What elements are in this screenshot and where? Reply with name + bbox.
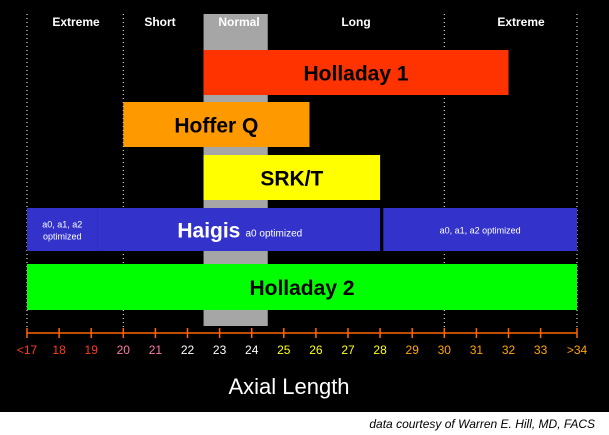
- x-tick-label-23: 23: [213, 343, 227, 357]
- x-tick-label-17: <17: [17, 343, 38, 357]
- x-tick-label-25: 25: [277, 343, 291, 357]
- x-tick-label-33: 33: [534, 343, 548, 357]
- iol-formula-chart: Extreme Short Normal Long Extreme Holladay 1 H…: [17, 14, 588, 399]
- bar-label-haigis: Haigis: [177, 220, 240, 243]
- zone-label-extreme: Extreme: [52, 15, 100, 29]
- x-tick-label-32: 32: [502, 343, 516, 357]
- x-tick-label-31: 31: [470, 343, 484, 357]
- bar-label-holladay-1: Holladay 1: [304, 63, 409, 86]
- zone-label-extreme: Extreme: [497, 15, 545, 29]
- bar-label-holladay-2: Holladay 2: [249, 277, 354, 300]
- zone-label-short: Short: [144, 15, 175, 29]
- x-tick-label-26: 26: [309, 343, 323, 357]
- x-tick-label-24: 24: [245, 343, 259, 357]
- x-tick-label-21: 21: [149, 343, 163, 357]
- bar-holladay-2: [27, 264, 577, 310]
- bar-label-srk-t: SRK/T: [260, 168, 323, 191]
- bar-note-haigis-side-4: a0, a1, a2 optimized: [42, 220, 82, 242]
- x-axis-title: Axial Length: [228, 374, 349, 399]
- x-tick-label-34: >34: [567, 343, 588, 357]
- bar-srk-t: [203, 155, 381, 200]
- x-tick-label-22: 22: [181, 343, 195, 357]
- zone-label-long: Long: [341, 15, 370, 29]
- x-tick-label-20: 20: [117, 343, 131, 357]
- zone-label-normal: Normal: [218, 15, 259, 29]
- x-tick-label-27: 27: [341, 343, 355, 357]
- bar-haigis: [97, 208, 381, 251]
- x-tick-label-28: 28: [373, 343, 387, 357]
- bar-haigis-segment-4: [27, 208, 98, 251]
- bar-haigis-segment-5: [383, 208, 577, 251]
- x-tick-label-19: 19: [85, 343, 99, 357]
- bar-label-hoffer-q: Hoffer Q: [174, 115, 258, 138]
- x-tick-label-30: 30: [438, 343, 452, 357]
- x-tick-label-29: 29: [406, 343, 420, 357]
- bar-hoffer-q: [123, 102, 310, 147]
- x-tick-label-18: 18: [52, 343, 66, 357]
- chart-panel: Extreme Short Normal Long Extreme Holladay 1 H…: [0, 0, 609, 412]
- data-credit: data courtesy of Warren E. Hill, MD, FAC…: [369, 417, 595, 431]
- bar-note-haigis-side-5: a0, a1, a2 optimized: [440, 226, 521, 236]
- bar-note-haigis: a0 optimized: [246, 229, 303, 240]
- bar-holladay-1: [203, 50, 509, 95]
